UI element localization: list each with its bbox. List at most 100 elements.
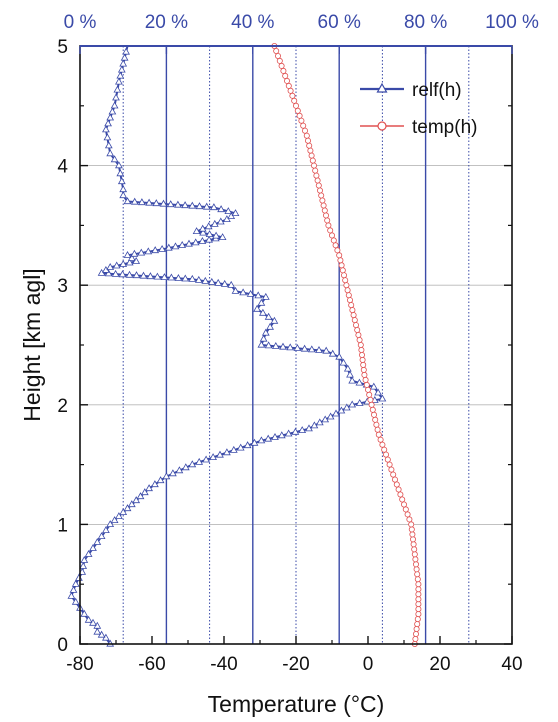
series-0-marker: [123, 250, 132, 258]
series-0-marker: [210, 203, 218, 211]
series-0-marker: [125, 270, 134, 278]
series-1-marker: [415, 606, 422, 613]
series-0-marker: [264, 341, 273, 349]
series-0-marker: [106, 520, 115, 527]
series-1-marker: [344, 287, 351, 294]
top-tick-label-1: 20 %: [145, 12, 188, 33]
series-1-marker: [313, 172, 320, 179]
series-1-marker: [301, 127, 308, 134]
series-0-marker: [335, 352, 344, 360]
y-tick-label-3: 3: [57, 276, 68, 297]
series-1-marker: [273, 48, 280, 55]
series-0-marker: [254, 291, 263, 299]
series-1-marker: [307, 147, 314, 154]
series-1-marker: [412, 636, 419, 643]
series-0-marker: [198, 236, 207, 244]
series-0-marker: [104, 141, 113, 149]
series-0-marker: [231, 286, 240, 294]
x-tick-label-0: -80: [66, 654, 93, 675]
series-1-marker: [388, 466, 395, 473]
y-axis-label: Height [km agl]: [19, 268, 45, 421]
series-0-marker: [229, 445, 238, 453]
legend-label-relf: relf(h): [412, 80, 462, 101]
series-0-marker: [188, 274, 197, 282]
series-0-marker: [115, 161, 123, 169]
series-1-marker: [358, 351, 365, 358]
series-1-marker: [276, 57, 283, 64]
series-1-marker: [382, 451, 389, 458]
series-0-marker: [339, 358, 348, 366]
series-1-marker: [415, 601, 422, 608]
series-0-marker: [337, 406, 346, 414]
series-1-marker: [352, 322, 359, 329]
series-0-marker: [104, 269, 113, 277]
series-0-marker: [106, 149, 115, 157]
series-0-marker: [216, 217, 225, 225]
series-1-marker: [343, 282, 350, 289]
series-0-marker: [137, 248, 146, 256]
series-0-marker: [89, 543, 97, 551]
series-1-marker: [359, 356, 366, 363]
series-1-marker: [332, 242, 339, 249]
series-1-marker: [374, 426, 381, 433]
series-1-marker: [282, 72, 289, 79]
series-0-marker: [348, 376, 357, 384]
series-1-marker: [415, 596, 422, 603]
series-0-marker: [284, 429, 293, 437]
series-0-marker: [205, 235, 213, 243]
y-tick-label-4: 4: [57, 157, 68, 178]
series-0-marker: [122, 47, 130, 55]
y-tick-label-5: 5: [57, 37, 68, 58]
series-0-marker: [195, 457, 204, 465]
series-1-marker: [414, 571, 421, 578]
series-0-marker: [69, 585, 78, 593]
series-0-marker: [115, 512, 123, 519]
series-1-marker: [373, 421, 380, 428]
series-1-marker: [318, 192, 325, 199]
series-1-marker: [360, 361, 367, 368]
tick-labels: -80 -60 -40 -20 0 20 40 0 1 2 3 4 5 0 % 20 % 40 % 60 % 80…: [57, 12, 539, 675]
series-0-marker: [175, 466, 184, 474]
series-1-marker: [414, 616, 421, 623]
series-1-marker: [390, 471, 397, 478]
series-1-marker: [312, 167, 319, 174]
series-1-marker: [296, 112, 303, 119]
series-0-marker: [212, 231, 220, 239]
series-0-marker: [158, 244, 166, 252]
top-tick-label-0: 0 %: [64, 12, 97, 33]
series-1-marker: [381, 446, 388, 453]
y-tick-label-2: 2: [57, 396, 68, 417]
series-0-marker: [145, 198, 153, 206]
series-0-marker: [264, 312, 273, 320]
top-tick-label-5: 100 %: [485, 12, 539, 33]
series-1-marker: [413, 566, 420, 573]
series-1-marker: [415, 611, 422, 618]
series-0-marker: [112, 93, 120, 101]
series-0-marker: [119, 508, 128, 515]
x-tick-label-1: -60: [138, 654, 165, 675]
series-0-marker: [348, 400, 357, 408]
series-0-marker: [298, 426, 307, 433]
series-1-marker: [346, 297, 353, 304]
series-1-marker: [408, 521, 415, 528]
series-0-marker: [125, 258, 134, 266]
series-0-marker: [160, 273, 169, 280]
series-0-marker: [178, 240, 187, 248]
series-0-marker: [346, 370, 354, 378]
series-0-marker: [227, 280, 236, 288]
series-line-0: [70, 45, 384, 645]
series-1-marker: [287, 87, 294, 94]
series-1-marker: [409, 531, 416, 538]
series-0-marker: [116, 169, 125, 177]
series-0-marker: [279, 342, 287, 350]
series-0-marker: [257, 436, 266, 444]
series-1-marker: [340, 272, 347, 279]
series-1-marker: [274, 53, 281, 60]
series-0-marker: [151, 480, 159, 488]
series-0-marker: [80, 609, 89, 617]
series-0-marker: [231, 209, 240, 216]
series-0-marker: [84, 615, 93, 623]
series-0-marker: [167, 273, 176, 281]
series-1-marker: [411, 546, 418, 553]
